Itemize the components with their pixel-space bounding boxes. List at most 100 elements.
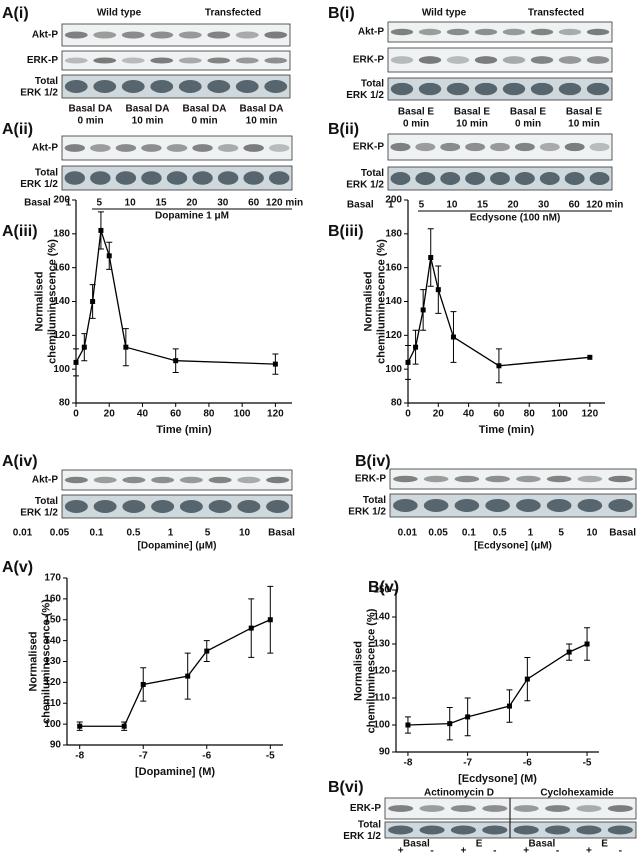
data-line [75, 230, 276, 365]
blot-band [390, 172, 411, 185]
blot-strip [61, 74, 291, 99]
blot-band [64, 144, 85, 152]
lane-label: 0.05 [50, 528, 70, 539]
y-tick-label: 90 [379, 747, 391, 758]
data-point [106, 253, 112, 259]
blot-band [474, 82, 498, 96]
y-tick-label: 150 [44, 614, 61, 625]
y-axis-label: Normalisedchemiluminescence (%) [28, 599, 53, 724]
blot-band [440, 142, 461, 152]
blot-band [179, 500, 203, 513]
blot-band [64, 171, 85, 185]
row-label: Total ERK 1/2 [346, 78, 384, 101]
treatment-label: Basal DA [240, 104, 284, 115]
data-point [267, 617, 273, 623]
data-line [407, 643, 588, 726]
x-tick-label: 60 [493, 409, 505, 420]
lane-label: 5 [419, 200, 425, 211]
y-tick-label: 120 [385, 330, 402, 341]
sign-label: + [523, 846, 529, 853]
blot-band [178, 31, 202, 39]
lane-label: 0.5 [127, 528, 141, 539]
blot-band [243, 171, 264, 185]
blot-band [235, 31, 259, 39]
data-point [248, 625, 254, 631]
blot-band [586, 56, 610, 64]
blot-band [166, 171, 188, 185]
row-label: ERK-P [27, 55, 58, 66]
blot-band [207, 80, 231, 93]
blot-band [151, 476, 175, 484]
blot-band [513, 805, 539, 812]
lane-label: 0.01 [13, 528, 33, 539]
data-point [465, 714, 471, 720]
blot-band [516, 499, 541, 512]
data-line [407, 257, 590, 367]
data-point [123, 344, 129, 350]
blot-band [178, 57, 202, 64]
y-tick-label: 120 [373, 666, 390, 677]
data-point [566, 649, 572, 655]
text-line: ERK 1/2 [346, 179, 384, 190]
blot-band [539, 142, 560, 152]
sign-label: - [619, 846, 622, 853]
row-label: Total ERK 1/2 [343, 819, 381, 842]
text-line: chemiluminescence (%) [375, 239, 387, 364]
sign-label: + [398, 846, 404, 853]
blot-band [150, 80, 174, 93]
blot-band [419, 825, 445, 835]
blot-band [390, 142, 411, 152]
row-label: Total ERK 1/2 [346, 167, 384, 190]
lane-label: 1 [388, 200, 394, 211]
time-label: 0 min [191, 116, 217, 127]
blot-band [388, 825, 414, 835]
blot-band [482, 805, 508, 812]
lane-label: 10 [586, 528, 598, 539]
blot-strip [61, 50, 291, 71]
blot-band [64, 80, 88, 93]
data-point [405, 722, 411, 728]
blot-band [266, 500, 290, 513]
treatment-label: Dopamine 1 μM [155, 211, 229, 222]
blot-band [115, 171, 137, 185]
x-tick-label: 120 [267, 409, 284, 420]
lane-label: 20 [507, 200, 519, 211]
data-point [121, 723, 127, 729]
blot-strip [389, 493, 637, 518]
lane-label: 60 [248, 198, 260, 209]
lane-label: 10 [239, 528, 251, 539]
y-tick-label: 100 [385, 364, 402, 375]
lane-label: Basal [609, 528, 636, 539]
blot-band [269, 144, 290, 152]
x-tick-label: 80 [203, 409, 215, 420]
blot-band [545, 805, 571, 812]
row-label: Total ERK 1/2 [20, 75, 58, 98]
blot-strip [61, 494, 293, 519]
blot-band [530, 56, 554, 64]
lane-label: 0.1 [90, 528, 104, 539]
data-point [584, 641, 590, 647]
x-tick-label: -5 [583, 758, 592, 769]
blot-band [418, 82, 442, 96]
lane-label: Basal [24, 198, 51, 209]
x-tick-label: 60 [170, 409, 182, 420]
blot-band [558, 82, 582, 96]
blot-band [558, 28, 582, 36]
row-label: Total ERK 1/2 [20, 167, 58, 190]
data-point [413, 344, 419, 350]
lane-label: 5 [205, 528, 211, 539]
lane-label: 1 [168, 528, 174, 539]
y-tick-label: 140 [373, 612, 390, 623]
x-tick-label: -7 [463, 758, 472, 769]
blot-band [446, 28, 470, 36]
group-label: Wild type [422, 8, 467, 19]
blot-band [546, 499, 572, 512]
x-axis-label: Time (min) [479, 424, 535, 436]
data-point [428, 255, 434, 261]
blot-band [545, 825, 571, 835]
blot-band [465, 172, 486, 185]
blot-band [608, 499, 633, 512]
blot-strip [387, 133, 613, 161]
x-tick-label: 20 [104, 409, 116, 420]
